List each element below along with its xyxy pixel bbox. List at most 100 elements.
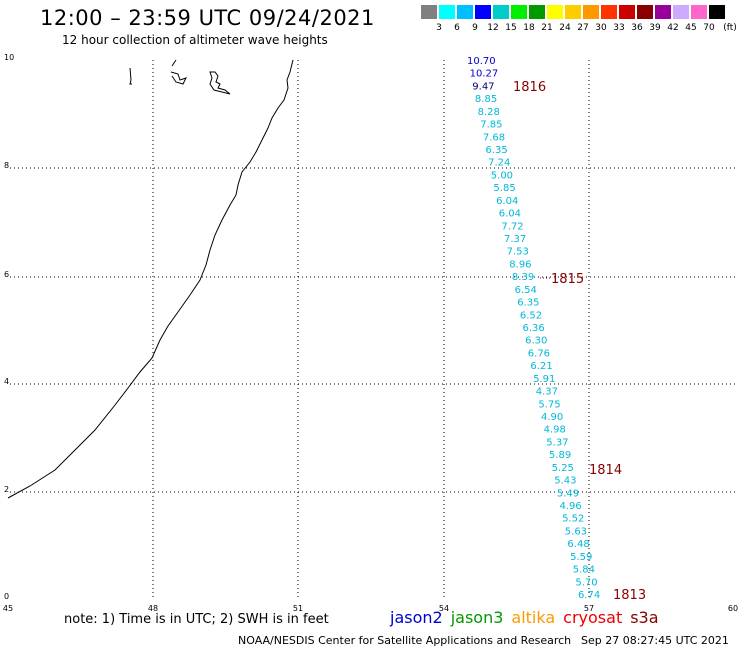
swh-value: 6.35 <box>486 145 508 156</box>
swh-value: 8.85 <box>475 94 497 105</box>
legend-swatch <box>421 5 437 19</box>
satellite-name: jason3 <box>450 608 504 627</box>
swh-value: 5.49 <box>557 488 579 499</box>
y-tick-label: 6 <box>4 270 9 279</box>
swh-value: 10.27 <box>470 69 499 80</box>
swh-value: 5.59 <box>570 552 592 563</box>
swh-value: 6.74 <box>578 590 600 601</box>
map-title: 12:00 – 23:59 UTC 09/24/2021 <box>40 6 375 30</box>
swh-value: 8.28 <box>478 107 500 118</box>
satellite-name: s3a <box>630 608 659 627</box>
island <box>209 71 231 95</box>
legend-swatch <box>565 5 581 19</box>
swh-value: 7.53 <box>507 247 529 258</box>
legend-swatch <box>583 5 599 19</box>
swh-value: 6.48 <box>567 539 589 550</box>
legend-swatch <box>493 5 509 19</box>
axis-labels: 45 48 51 54 57 60 0 2 4 6 8 10 <box>3 53 738 613</box>
satellite-name: cryosat <box>563 608 623 627</box>
legend-label: 21 <box>541 23 553 33</box>
swh-value: 6.35 <box>517 298 539 309</box>
swh-value: 6.30 <box>525 336 547 347</box>
legend-swatch <box>475 5 491 19</box>
legend-label: 24 <box>559 23 571 33</box>
legend-swatch <box>691 5 707 19</box>
legend-label: 30 <box>595 23 607 33</box>
legend-swatch <box>601 5 617 19</box>
satellite-name: jason2 <box>390 608 443 627</box>
legend-swatch <box>511 5 527 19</box>
coastline <box>7 59 294 499</box>
legend-label: 18 <box>523 23 535 33</box>
swh-value: 4.96 <box>560 501 582 512</box>
legend-swatch <box>655 5 671 19</box>
legend-swatch <box>529 5 545 19</box>
legend-swatch <box>637 5 653 19</box>
swh-value: 5.37 <box>546 437 568 448</box>
swh-value: 6.04 <box>499 209 521 220</box>
track-label: 1813 <box>613 588 646 603</box>
note-text: note: 1) Time is in UTC; 2) SWH is in fe… <box>64 612 329 627</box>
swh-value: 5.25 <box>552 463 574 474</box>
swh-values: 10.7010.279.478.858.287.857.686.357.245.… <box>467 56 600 601</box>
swh-value: 9.47 <box>472 81 494 92</box>
swh-value: 6.36 <box>523 323 545 334</box>
legend-swatch <box>547 5 563 19</box>
swh-value: 5.89 <box>549 450 571 461</box>
legend-label: 9 <box>472 23 478 33</box>
y-tick-label: 8 <box>4 161 9 170</box>
x-tick-label: 57 <box>584 604 594 613</box>
track-label: 1816 <box>513 80 546 95</box>
legend-swatch <box>619 5 635 19</box>
track-label: 1814 <box>589 463 622 478</box>
swh-value: 6.76 <box>528 348 550 359</box>
grid <box>10 60 735 600</box>
legend-label: 3 <box>436 23 442 33</box>
swh-value: 7.68 <box>483 132 505 143</box>
swh-value: 5.43 <box>554 476 576 487</box>
swh-value: 7.24 <box>488 158 510 169</box>
x-tick-label: 48 <box>148 604 158 613</box>
legend-label: 36 <box>631 23 643 33</box>
legend-label: 42 <box>667 23 679 33</box>
y-tick-label: 2 <box>4 485 9 494</box>
legend-swatch <box>709 5 725 19</box>
swh-value: 5.85 <box>493 183 515 194</box>
swh-value: 7.37 <box>504 234 526 245</box>
track-label: 1815 <box>551 272 584 287</box>
swh-value: 7.72 <box>501 221 523 232</box>
legend-label: 6 <box>454 23 460 33</box>
legend-label: 27 <box>577 23 589 33</box>
swh-value: 6.04 <box>496 196 518 207</box>
swh-value: 6.52 <box>520 310 542 321</box>
swh-value: 5.52 <box>562 514 584 525</box>
legend-label: 33 <box>613 23 625 33</box>
x-tick-label: 54 <box>439 604 449 613</box>
island <box>170 59 187 85</box>
swh-value: 8.39 <box>512 272 534 283</box>
swh-value: 4.90 <box>541 412 563 423</box>
swh-value: 5.63 <box>565 526 587 537</box>
x-tick-label: 60 <box>728 604 738 613</box>
swh-value: 5.75 <box>538 399 560 410</box>
legend-label: 15 <box>505 23 517 33</box>
swh-value: 4.98 <box>544 425 566 436</box>
swh-value: 5.84 <box>573 565 595 576</box>
satellite-name: altika <box>511 608 556 627</box>
legend-label: 45 <box>685 23 697 33</box>
swh-value: 4.37 <box>536 387 558 398</box>
x-tick-label: 45 <box>3 604 13 613</box>
swh-value: 5.70 <box>575 577 597 588</box>
legend-label: 70 <box>703 23 715 33</box>
legend-unit: (ft) <box>723 23 737 33</box>
y-tick-label: 0 <box>4 592 9 601</box>
legend-label: 39 <box>649 23 661 33</box>
swh-value: 7.85 <box>480 120 502 131</box>
swh-value: 5.00 <box>491 170 513 181</box>
swh-value: 10.70 <box>467 56 496 67</box>
track-labels: 1816 1815 1814 1813 <box>513 80 646 603</box>
swh-value: 5.91 <box>533 374 555 385</box>
x-tick-label: 51 <box>293 604 303 613</box>
legend-swatch <box>457 5 473 19</box>
